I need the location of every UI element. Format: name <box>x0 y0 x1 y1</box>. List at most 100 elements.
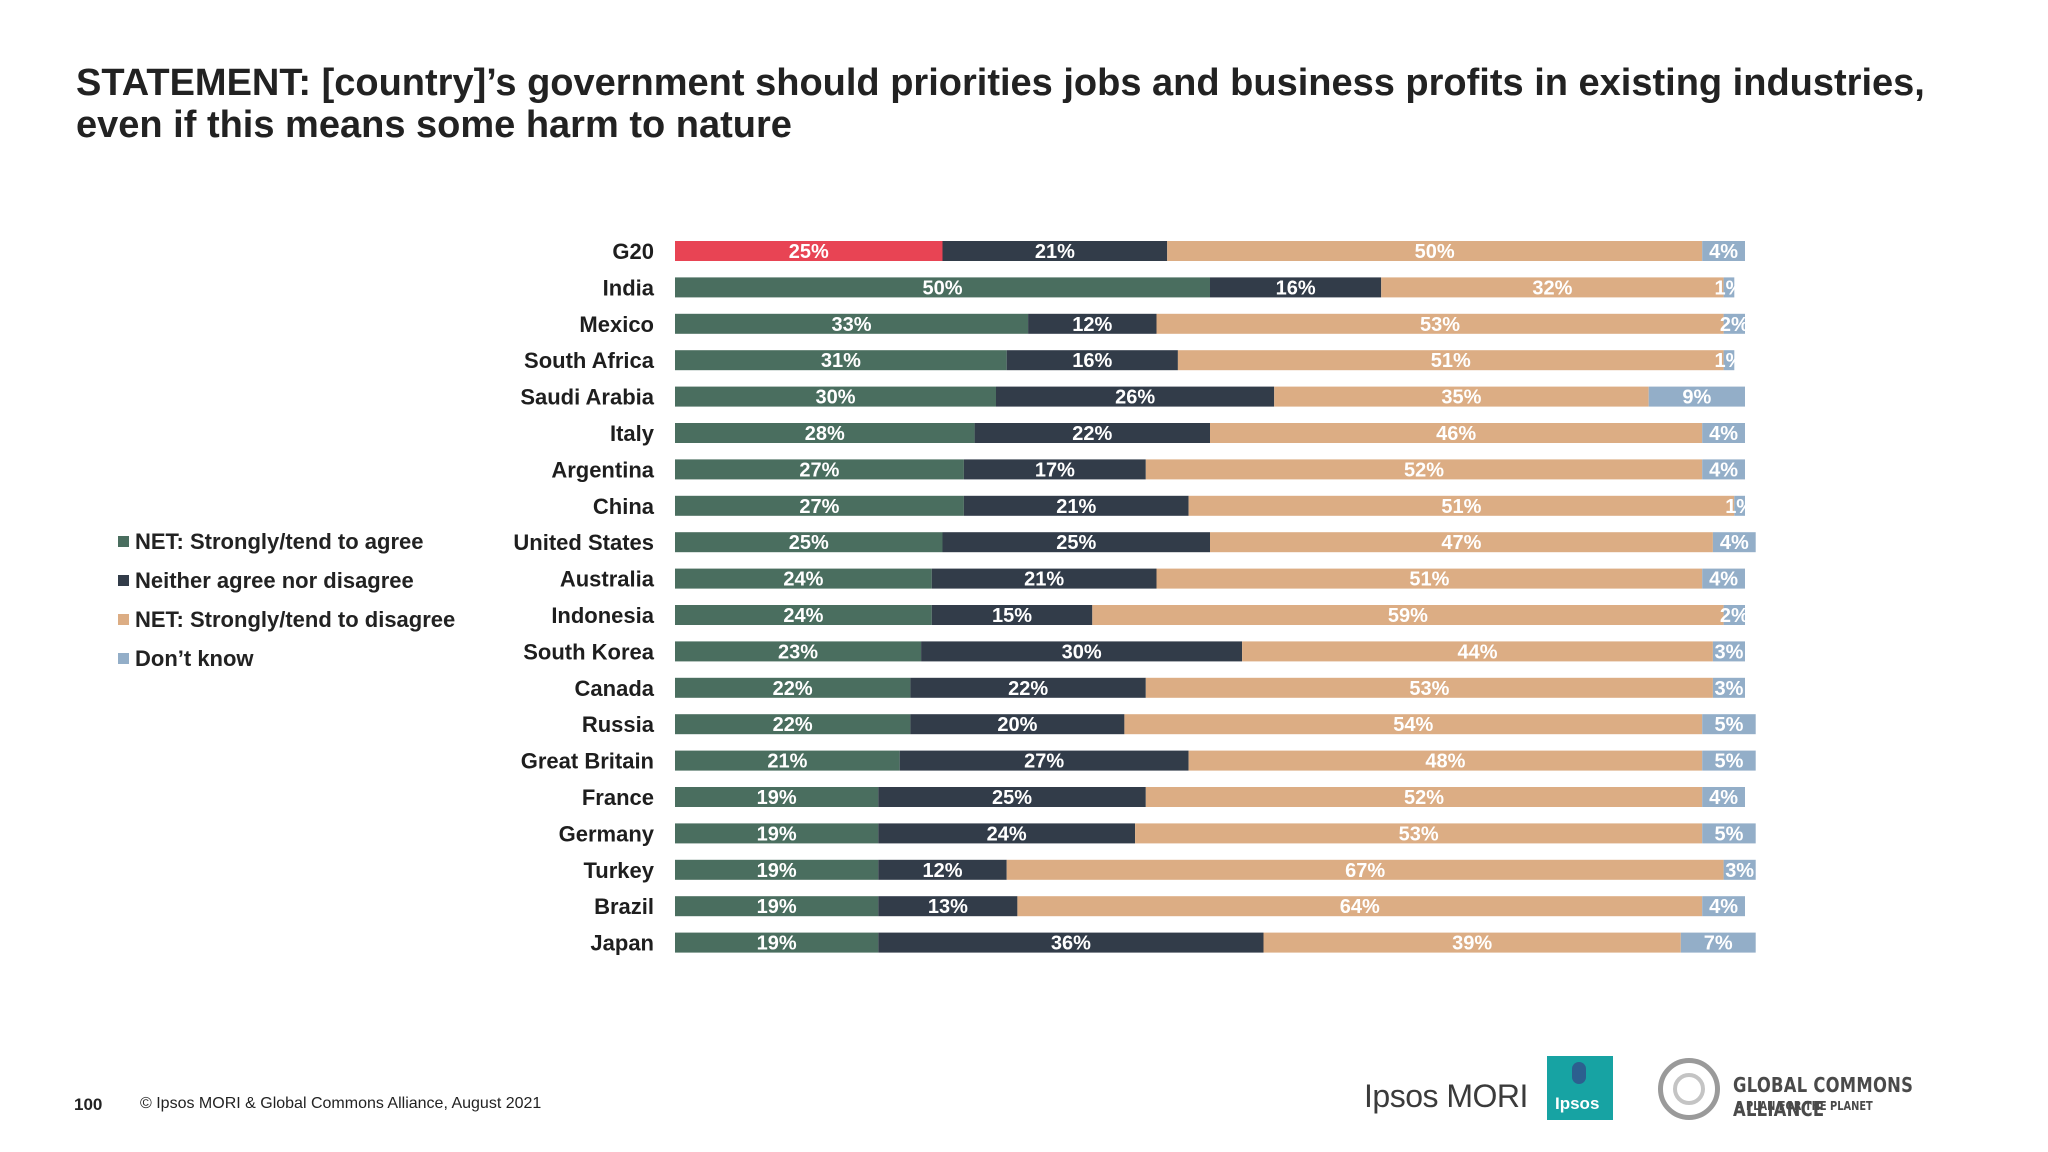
bar-segment-mexico-s2 <box>1156 313 1724 334</box>
category-label-italy: Italy <box>610 421 655 446</box>
data-label-turkey-s1: 12% <box>922 860 962 882</box>
ipsos-logo-mark <box>1572 1062 1586 1084</box>
data-label-saudi-arabia-s1: 26% <box>1115 387 1155 409</box>
bar-segment-great-britain-s2 <box>1188 750 1703 771</box>
category-label-great-britain: Great Britain <box>521 749 654 774</box>
data-label-turkey-s0: 19% <box>757 860 797 882</box>
bar-segment-japan-s3 <box>1680 932 1756 953</box>
global-commons-tagline: A PLAN FOR THE PLANET <box>1735 1099 1873 1113</box>
data-label-brazil-s1: 13% <box>928 896 968 918</box>
bar-segment-south-korea-s0 <box>675 641 922 662</box>
category-label-turkey: Turkey <box>583 858 654 883</box>
bar-segment-south-africa-s0 <box>675 350 1007 371</box>
data-label-brazil-s3: 4% <box>1709 896 1738 918</box>
bar-segment-canada-s0 <box>675 677 911 698</box>
data-label-japan-s0: 19% <box>757 933 797 955</box>
bar-segment-india-s3 <box>1723 277 1735 298</box>
bar-segment-united-states-s1 <box>942 532 1210 553</box>
category-label-russia: Russia <box>582 712 655 737</box>
data-label-china-s0: 27% <box>799 496 839 518</box>
bar-segment-china-s3 <box>1734 495 1745 516</box>
bar-segment-great-britain-s1 <box>899 750 1189 771</box>
bar-segment-south-africa-s2 <box>1177 350 1724 371</box>
data-label-brazil-s0: 19% <box>757 896 797 918</box>
data-label-south-korea-s3: 3% <box>1714 641 1743 663</box>
data-label-china-s1: 21% <box>1056 496 1096 518</box>
bar-segment-italy-s2 <box>1210 423 1703 443</box>
data-label-france-s2: 52% <box>1404 787 1444 809</box>
data-label-france-s1: 25% <box>992 787 1032 809</box>
legend-item-disagree: NET: Strongly/tend to disagree <box>118 600 455 639</box>
bar-segment-saudi-arabia-s0 <box>675 386 996 407</box>
bar-segment-italy-s0 <box>675 423 975 443</box>
data-label-mexico-s0: 33% <box>832 314 872 336</box>
data-label-united-states-s3: 4% <box>1720 532 1749 554</box>
data-label-indonesia-s1: 15% <box>992 605 1032 627</box>
bar-segment-france-s0 <box>675 787 879 807</box>
category-label-g20: G20 <box>612 239 654 264</box>
bar-segment-canada-s2 <box>1145 677 1713 698</box>
category-label-brazil: Brazil <box>594 894 654 919</box>
bar-segment-south-korea-s1 <box>921 641 1243 662</box>
bar-segment-south-korea-s2 <box>1242 641 1713 662</box>
data-label-turkey-s2: 67% <box>1345 860 1385 882</box>
data-label-italy-s1: 22% <box>1072 423 1112 445</box>
data-label-canada-s2: 53% <box>1409 678 1449 700</box>
chart-title: STATEMENT: [country]’s government should… <box>76 62 1925 146</box>
bar-segment-germany-s3 <box>1702 823 1756 844</box>
data-label-germany-s3: 5% <box>1714 823 1743 845</box>
global-commons-ring-icon <box>1658 1058 1720 1120</box>
bar-segment-russia-s2 <box>1124 714 1703 735</box>
data-label-germany-s2: 53% <box>1399 823 1439 845</box>
page-number: 100 <box>74 1095 103 1114</box>
data-label-italy-s0: 28% <box>805 423 845 445</box>
copyright-text: © Ipsos MORI & Global Commons Alliance, … <box>140 1095 542 1112</box>
data-label-united-states-s2: 47% <box>1441 532 1481 554</box>
bar-segment-g20-s2 <box>1167 241 1703 261</box>
data-label-france-s3: 4% <box>1709 787 1738 809</box>
bar-segment-china-s1 <box>963 495 1189 516</box>
ipsos-mori-logo: Ipsos MORI <box>1364 1078 1528 1114</box>
bar-segment-mexico-s0 <box>675 313 1029 334</box>
category-label-germany: Germany <box>559 821 655 846</box>
legend-label-disagree: NET: Strongly/tend to disagree <box>135 606 456 632</box>
data-label-russia-s1: 20% <box>997 714 1037 736</box>
bar-segment-indonesia-s0 <box>675 605 932 625</box>
category-label-saudi-arabia: Saudi Arabia <box>520 385 654 410</box>
data-label-g20-s0: 25% <box>789 241 829 263</box>
data-label-brazil-s2: 64% <box>1340 896 1380 918</box>
category-label-south-korea: South Korea <box>523 639 655 664</box>
data-label-great-britain-s1: 27% <box>1024 751 1064 773</box>
bar-segment-turkey-s2 <box>1006 859 1724 880</box>
bar-segment-canada-s3 <box>1712 677 1745 698</box>
bar-segment-india-s1 <box>1210 277 1382 298</box>
bar-segment-japan-s2 <box>1263 932 1681 953</box>
bar-segment-china-s0 <box>675 495 964 516</box>
bar-segment-france-s2 <box>1145 787 1703 807</box>
data-label-india-s3: 1% <box>1714 277 1743 299</box>
bar-segment-brazil-s0 <box>675 896 879 917</box>
bar-segment-g20-s3 <box>1702 241 1745 261</box>
legend-item-neither: Neither agree nor disagree <box>118 561 455 600</box>
data-label-china-s3: 1% <box>1725 496 1754 518</box>
data-label-united-states-s0: 25% <box>789 532 829 554</box>
bar-segment-united-states-s0 <box>675 532 943 553</box>
data-label-saudi-arabia-s2: 35% <box>1441 387 1481 409</box>
category-label-china: China <box>593 494 655 519</box>
ipsos-logo-label: Ipsos <box>1555 1094 1600 1113</box>
bar-segment-canada-s1 <box>910 677 1146 698</box>
data-label-indonesia-s2: 59% <box>1388 605 1428 627</box>
bar-segment-turkey-s1 <box>878 859 1007 880</box>
category-label-indonesia: Indonesia <box>551 603 654 628</box>
data-label-great-britain-s0: 21% <box>767 751 807 773</box>
bar-segment-mexico-s3 <box>1723 313 1745 334</box>
data-label-canada-s0: 22% <box>773 678 813 700</box>
data-label-russia-s0: 22% <box>773 714 813 736</box>
bar-segment-australia-s1 <box>931 568 1157 589</box>
bar-segment-south-korea-s3 <box>1712 641 1745 662</box>
bar-segment-south-africa-s1 <box>1006 350 1178 371</box>
legend-swatch-agree <box>118 536 129 547</box>
data-label-germany-s0: 19% <box>757 823 797 845</box>
bar-segment-russia-s1 <box>910 714 1125 735</box>
data-label-india-s2: 32% <box>1532 277 1572 299</box>
